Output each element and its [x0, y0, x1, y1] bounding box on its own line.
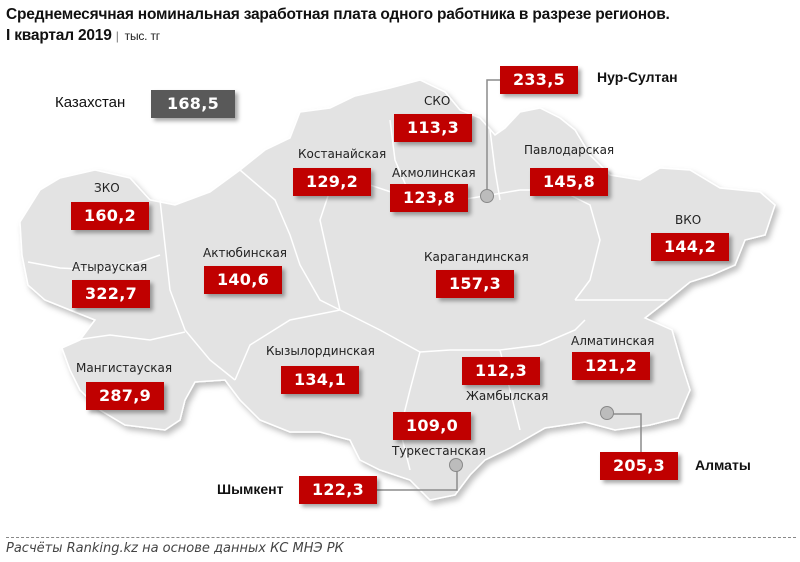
region-value-almaty-region: 121,2 [572, 352, 650, 380]
source-note: Расчёты Ranking.kz на основе данных КС М… [6, 541, 344, 556]
region-label-sko: СКО [424, 94, 451, 108]
region-value-akmola: 123,8 [390, 184, 468, 212]
city-label-shymkent: Шымкент [217, 481, 284, 497]
city-label-almaty: Алматы [695, 457, 751, 473]
separator: | [115, 29, 119, 43]
region-label-pavlodar: Павлодарская [524, 143, 615, 157]
region-value-zko: 160,2 [71, 202, 149, 230]
title-line-2: I квартал 2019 | тыс. тг [6, 25, 670, 47]
region-value-aktobe: 140,6 [204, 266, 282, 294]
region-label-zhambyl: Жамбылская [466, 389, 549, 403]
city-value-almaty: 205,3 [600, 452, 678, 480]
city-label-nur-sultan: Нур-Султан [597, 69, 678, 85]
region-label-almaty-region: Алматинская [571, 334, 655, 348]
region-value-mangistau: 287,9 [86, 382, 164, 410]
region-label-akmola: Акмолинская [392, 166, 476, 180]
region-value-zhambyl: 112,3 [462, 357, 540, 385]
region-value-atyrau: 322,7 [72, 280, 150, 308]
city-dot-shymkent [449, 458, 463, 472]
region-label-kostanay: Костанайская [298, 147, 387, 161]
region-label-turkestan: Туркестанская [392, 444, 486, 458]
region-label-zko: ЗКО [94, 181, 120, 195]
chart-title: Среднемесячная номинальная заработная пл… [6, 4, 670, 47]
region-value-turkestan: 109,0 [393, 412, 471, 440]
city-value-nur-sultan: 233,5 [500, 66, 578, 94]
region-value-pavlodar: 145,8 [530, 168, 608, 196]
city-dot-almaty [600, 406, 614, 420]
region-label-kyzylorda: Кызылординская [266, 344, 375, 358]
region-value-vko: 144,2 [651, 233, 729, 261]
region-label-mangistau: Мангистауская [76, 361, 173, 375]
region-value-karaganda: 157,3 [436, 270, 514, 298]
region-label-karaganda: Карагандинская [424, 250, 529, 264]
city-dot-nur-sultan [480, 189, 494, 203]
region-label-vko: ВКО [675, 213, 702, 227]
footer-divider [6, 537, 796, 538]
region-label-atyrau: Атырауская [72, 260, 148, 274]
region-value-kostanay: 129,2 [293, 168, 371, 196]
title-line-1: Среднемесячная номинальная заработная пл… [6, 6, 670, 23]
national-value: 168,5 [151, 90, 235, 118]
region-label-aktobe: Актюбинская [203, 246, 288, 260]
national-label: Казахстан [55, 94, 126, 111]
city-value-shymkent: 122,3 [299, 476, 377, 504]
period: I квартал 2019 [6, 27, 112, 44]
region-value-sko: 113,3 [394, 114, 472, 142]
region-value-kyzylorda: 134,1 [281, 366, 359, 394]
unit-label: тыс. тг [124, 29, 160, 43]
